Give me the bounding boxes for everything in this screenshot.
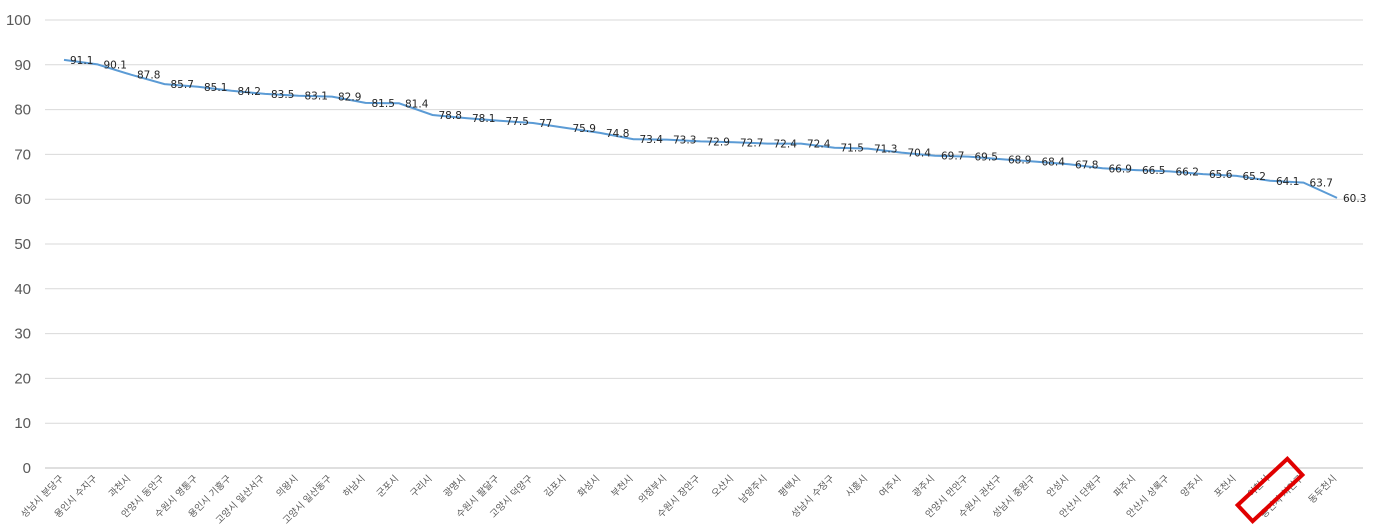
data-label: 63.7: [1310, 178, 1333, 190]
data-label: 72.4: [807, 139, 831, 151]
data-label: 91.1: [70, 55, 93, 67]
x-tick-label: 군포시: [375, 473, 401, 499]
x-tick-label: 파주시: [1112, 473, 1138, 499]
highlight-box: [1234, 455, 1306, 525]
x-tick-label: 구리시: [408, 473, 434, 499]
data-label: 78.1: [472, 113, 495, 125]
data-label: 85.7: [171, 79, 194, 91]
x-tick-label: 부천시: [609, 473, 635, 499]
data-label: 68.9: [1008, 154, 1031, 166]
y-tick-label: 10: [14, 415, 31, 432]
x-tick-label: 광주시: [910, 473, 937, 500]
y-tick-label: 100: [6, 12, 31, 29]
x-tick-label: 동두천시: [1307, 473, 1340, 506]
data-label: 84.2: [238, 86, 261, 98]
data-label: 65.2: [1243, 171, 1266, 183]
y-tick-label: 60: [14, 191, 31, 208]
data-label: 72.7: [740, 137, 763, 149]
y-tick-label: 30: [14, 326, 31, 343]
x-tick-label: 오산시: [710, 473, 736, 499]
data-label: 77: [539, 118, 552, 130]
gridlines: [45, 19, 1363, 469]
x-tick-label: 하남시: [341, 473, 368, 500]
x-tick-label: 의왕시: [274, 473, 300, 499]
x-tick-label: 광명시: [441, 473, 468, 500]
x-tick-label: 의정부시: [637, 473, 670, 506]
y-axis-tick-labels: 0 10 20 30 40 50 60 70 80 90 100: [6, 12, 31, 477]
data-label: 77.5: [506, 116, 529, 128]
y-tick-label: 0: [23, 460, 31, 477]
x-tick-label: 평택시: [777, 473, 803, 499]
data-label: 82.9: [338, 92, 361, 104]
y-tick-label: 90: [14, 57, 31, 74]
data-label: 73.4: [640, 134, 664, 146]
data-labels: 91.1 90.1 87.8 85.7 85.1 84.2 83.5 83.1 82.9 81.5…: [70, 55, 1366, 205]
x-tick-label: 김포시: [542, 473, 569, 500]
data-label: 67.8: [1075, 159, 1098, 171]
x-tick-label: 여주시: [877, 473, 904, 500]
series-line: [63, 58, 1338, 199]
data-label: 66.5: [1142, 165, 1165, 177]
x-tick-label: 과천시: [107, 473, 133, 499]
data-label: 71.3: [874, 144, 897, 156]
data-label: 83.1: [305, 91, 328, 103]
y-tick-label: 20: [14, 370, 31, 387]
data-label: 74.8: [606, 128, 629, 140]
data-label: 73.3: [673, 135, 696, 147]
data-label: 65.6: [1209, 169, 1233, 181]
data-label: 85.1: [204, 82, 227, 94]
data-label: 81.4: [405, 98, 429, 110]
data-label: 75.9: [573, 123, 596, 135]
data-label: 69.7: [941, 151, 964, 163]
x-tick-label: 시흥시: [843, 473, 870, 500]
data-label: 87.8: [137, 70, 160, 82]
data-label: 68.4: [1042, 157, 1066, 169]
data-label: 78.8: [439, 110, 462, 122]
data-label: 72.9: [707, 136, 730, 148]
data-label: 69.5: [975, 152, 998, 164]
data-label: 81.5: [372, 98, 395, 110]
data-label: 64.1: [1276, 176, 1299, 188]
x-tick-label: 남양주시: [737, 473, 770, 506]
data-label: 70.4: [908, 148, 932, 160]
x-tick-label: 화성시: [576, 473, 602, 499]
data-label: 60.3: [1343, 193, 1366, 205]
y-tick-label: 70: [14, 146, 31, 163]
data-label: 90.1: [104, 59, 127, 71]
y-tick-label: 80: [14, 102, 31, 119]
data-label: 83.5: [271, 89, 294, 101]
data-label: 66.2: [1176, 166, 1199, 178]
x-tick-label: 안성시: [1045, 473, 1071, 499]
y-tick-label: 50: [14, 236, 31, 253]
data-label: 72.4: [774, 139, 798, 151]
data-label: 71.5: [841, 143, 864, 155]
data-label: 66.9: [1109, 163, 1132, 175]
x-tick-label: 포천시: [1212, 473, 1238, 499]
y-tick-label: 40: [14, 281, 31, 298]
x-tick-label: 양주시: [1179, 473, 1205, 499]
